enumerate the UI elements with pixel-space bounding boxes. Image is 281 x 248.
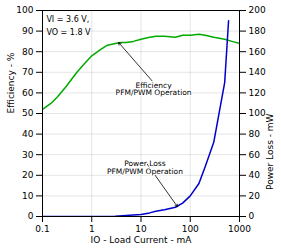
svg-text:10: 10 [22,191,34,201]
svg-text:70: 70 [22,67,34,77]
svg-text:60: 60 [22,88,34,98]
svg-text:0: 0 [28,211,34,221]
svg-text:80: 80 [22,47,34,57]
svg-text:100: 100 [249,108,266,118]
svg-text:100: 100 [182,224,199,234]
svg-text:60: 60 [249,150,261,160]
svg-text:VI = 3.6 V,: VI = 3.6 V, [46,15,89,24]
svg-text:EfficiencyPFM/PWM Operation: EfficiencyPFM/PWM Operation [116,81,192,98]
svg-text:160: 160 [249,47,266,57]
svg-text:120: 120 [249,88,266,98]
svg-text:80: 80 [249,129,261,139]
svg-text:1000: 1000 [228,224,251,234]
svg-text:20: 20 [22,170,34,180]
svg-text:30: 30 [22,150,34,160]
svg-text:200: 200 [249,5,266,15]
svg-text:40: 40 [249,170,261,180]
svg-text:0.1: 0.1 [35,224,49,234]
svg-text:1: 1 [89,224,95,234]
svg-text:140: 140 [249,67,266,77]
svg-text:Power LossPFM/PWM Operation: Power LossPFM/PWM Operation [107,159,183,176]
svg-text:IO - Load Current - mA: IO - Load Current - mA [91,235,193,245]
svg-text:40: 40 [22,129,34,139]
svg-text:VO = 1.8 V: VO = 1.8 V [46,28,91,37]
svg-text:90: 90 [22,26,34,36]
svg-text:100: 100 [16,5,33,15]
svg-text:Efficiency - %: Efficiency - % [6,52,16,113]
svg-text:20: 20 [249,191,261,201]
svg-text:10: 10 [135,224,147,234]
svg-text:50: 50 [22,108,34,118]
svg-text:180: 180 [249,26,266,36]
svg-text:Power Loss - mW: Power Loss - mW [265,113,275,190]
svg-text:0: 0 [249,211,255,221]
